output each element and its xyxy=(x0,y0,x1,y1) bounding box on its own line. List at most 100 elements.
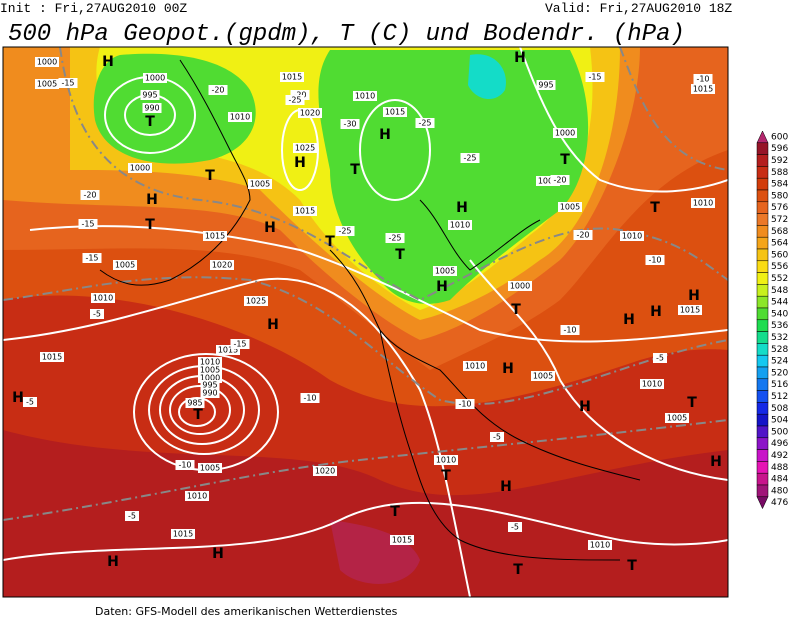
label-box xyxy=(463,361,487,371)
colorbar-label: 488 xyxy=(771,463,788,473)
colorbar-swatch xyxy=(756,496,769,510)
label-box xyxy=(35,79,59,89)
init-time: Init : Fri,27AUG2010 00Z xyxy=(0,1,187,16)
footer: Daten: GFS-Modell des amerikanischen Wet… xyxy=(95,605,398,618)
label-box xyxy=(353,91,377,101)
map xyxy=(3,47,728,597)
pressure-center: H xyxy=(146,192,158,208)
pressure-center: H xyxy=(102,54,114,70)
contour-label: 1015 xyxy=(680,306,700,315)
contour-label: -20 xyxy=(211,86,224,95)
colorbar-label: 512 xyxy=(771,392,788,402)
pressure-center: H xyxy=(436,279,448,295)
contour-label: 1005 xyxy=(435,267,455,276)
colorbar-swatch xyxy=(756,272,769,285)
contour-label: 1005 xyxy=(560,203,580,212)
pressure-center: H xyxy=(107,554,119,570)
colorbar-label: 524 xyxy=(771,357,788,367)
contour-label: 1000 xyxy=(200,374,220,383)
colorbar-label: 600 xyxy=(771,132,788,142)
label-box xyxy=(653,353,667,363)
label-box xyxy=(90,309,104,319)
contour-label: 1005 xyxy=(667,414,687,423)
colorbar-swatch xyxy=(756,484,769,498)
label-box xyxy=(390,535,414,545)
pressure-center: H xyxy=(212,546,224,562)
label-box xyxy=(678,305,702,315)
pressure-center: T xyxy=(325,234,335,250)
label-box xyxy=(244,296,268,306)
pressure-center: T xyxy=(350,162,360,178)
contour-label: 1005 xyxy=(200,464,220,473)
contour-label: 1010 xyxy=(230,113,250,122)
label-box xyxy=(620,231,644,241)
label-box xyxy=(210,260,234,270)
contour-label: -20 xyxy=(83,191,96,200)
label-box xyxy=(433,266,457,276)
contour-label: 1020 xyxy=(315,467,335,476)
contour-label: 1025 xyxy=(246,297,266,306)
pressure-center: H xyxy=(267,317,279,333)
label-box xyxy=(91,293,115,303)
label-box xyxy=(490,432,504,442)
pressure-center: T xyxy=(145,114,155,130)
contour-label: 1005 xyxy=(115,261,135,270)
label-box xyxy=(455,399,475,409)
contour-label: 1005 xyxy=(533,372,553,381)
colorbar-label: 492 xyxy=(771,451,788,461)
colorbar-label: 552 xyxy=(771,274,788,284)
label-box xyxy=(588,540,612,550)
label-box xyxy=(645,255,665,265)
label-box xyxy=(171,529,195,539)
label-box xyxy=(383,107,407,117)
colorbar-swatch xyxy=(756,142,769,155)
pressure-center: H xyxy=(514,50,526,66)
contour-label: -25 xyxy=(338,227,351,236)
pressure-center: T xyxy=(650,200,660,216)
colorbar-swatch xyxy=(756,307,769,321)
contour-label: -15 xyxy=(85,254,98,263)
label-box xyxy=(313,466,337,476)
label-box xyxy=(200,380,220,390)
label-box xyxy=(140,90,160,100)
contour-label: -20 xyxy=(553,176,566,185)
label-box xyxy=(58,78,78,88)
colorbar-swatch xyxy=(756,449,769,462)
contour-label: -15 xyxy=(61,79,74,88)
contour-label: -15 xyxy=(233,340,246,349)
colorbar-label: 580 xyxy=(771,191,788,201)
colorbar-swatch xyxy=(756,437,769,450)
pressure-center: H xyxy=(579,399,591,415)
contour-label: -25 xyxy=(418,119,431,128)
colorbar-label: 516 xyxy=(771,380,788,390)
label-box xyxy=(665,413,689,423)
label-box xyxy=(298,108,322,118)
label-box xyxy=(560,325,580,335)
label-box xyxy=(200,388,220,398)
contour-label: -10 xyxy=(458,400,471,409)
pressure-center: H xyxy=(623,312,635,328)
colorbar-label: 564 xyxy=(771,239,788,249)
pressure-center: H xyxy=(379,127,391,143)
label-box xyxy=(460,153,480,163)
label-box xyxy=(536,176,560,186)
pressure-center: H xyxy=(500,479,512,495)
contour-label: -10 xyxy=(178,461,191,470)
label-box xyxy=(230,339,250,349)
map-frame xyxy=(2,46,729,598)
colorbar-swatch xyxy=(756,425,769,439)
contour-label: -5 xyxy=(128,512,136,521)
map-labels: HT100099599010001010101510201025H1005101… xyxy=(12,50,722,578)
pressure-center: T xyxy=(511,302,521,318)
label-box xyxy=(208,85,228,95)
contour-label: 1010 xyxy=(436,456,456,465)
contour-label: 1010 xyxy=(450,221,470,230)
contour-label: 1010 xyxy=(642,380,662,389)
contour-label: -25 xyxy=(388,234,401,243)
contour-label: 1005 xyxy=(200,366,220,375)
label-box xyxy=(585,72,605,82)
colorbar-swatch xyxy=(756,189,769,203)
pressure-center: H xyxy=(456,200,468,216)
contour-label: 990 xyxy=(144,104,159,113)
